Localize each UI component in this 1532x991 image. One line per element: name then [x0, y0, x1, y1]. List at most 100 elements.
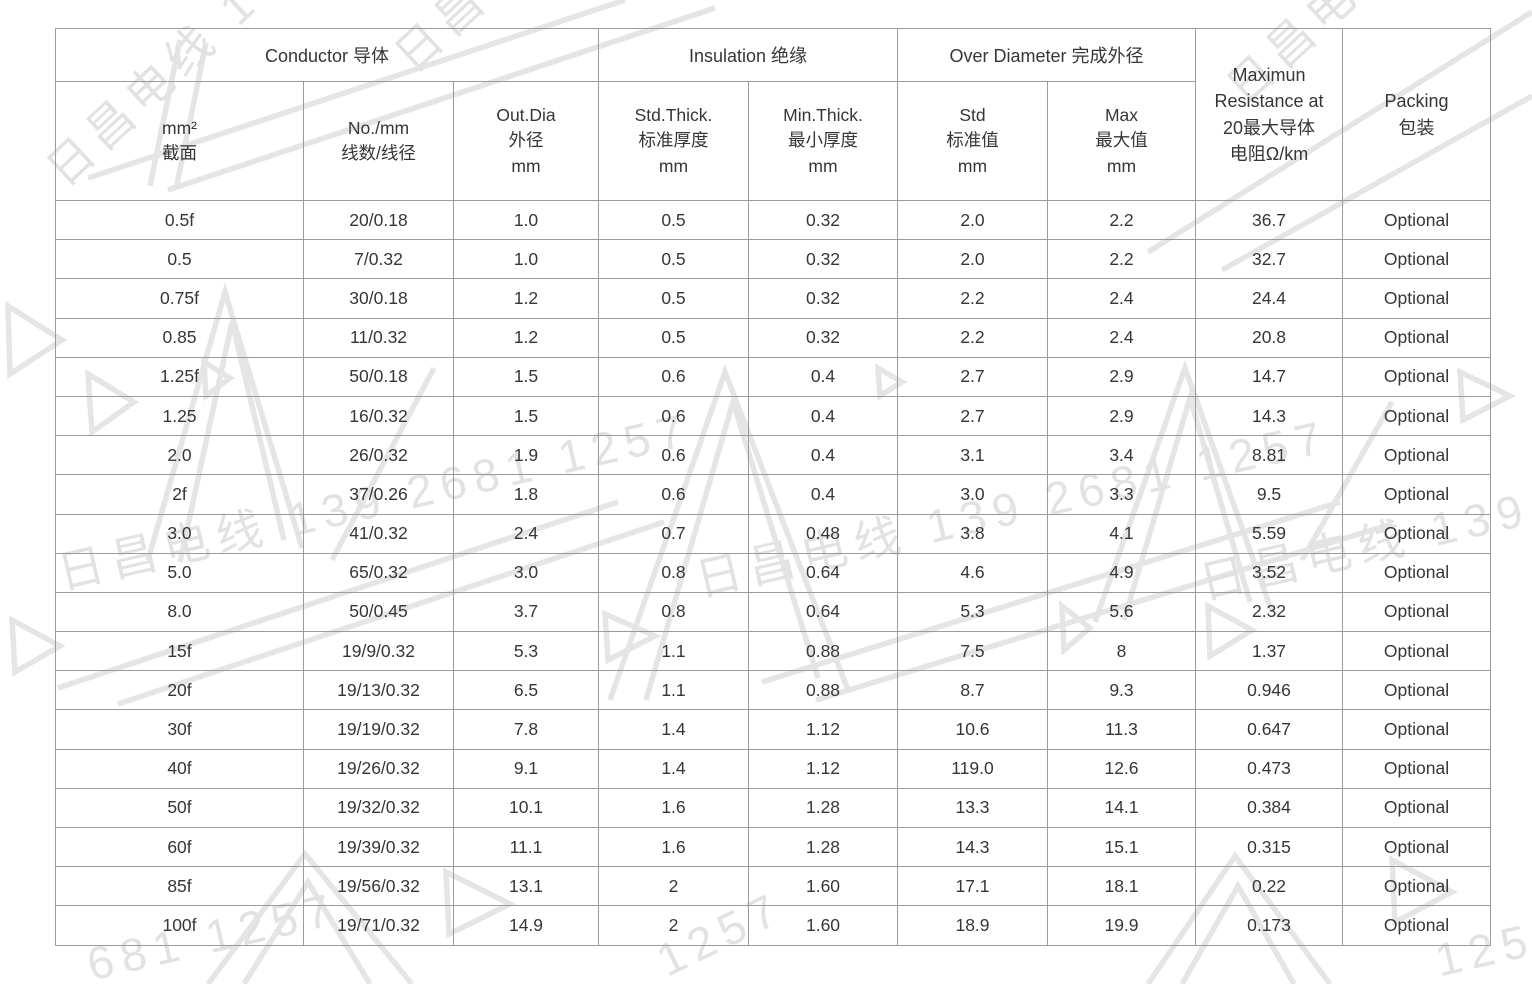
cell-packing: Optional — [1342, 826, 1491, 868]
cell-od_max_mm: 3.3 — [1047, 474, 1196, 515]
cell-od_max_mm: 8 — [1047, 631, 1196, 672]
cell-min_thick_mm: 1.60 — [748, 905, 898, 946]
cell-std_thick_mm: 0.6 — [598, 356, 749, 397]
cell-strands_per_dia: 19/32/0.32 — [303, 787, 454, 829]
cell-packing: Optional — [1342, 631, 1491, 672]
cell-mm2_section: 1.25 — [55, 395, 304, 437]
cell-mm2_section: 20f — [55, 670, 304, 711]
cell-packing: Optional — [1342, 709, 1491, 750]
cell-packing: Optional — [1342, 435, 1491, 476]
cell-mm2_section: 60f — [55, 826, 304, 868]
cell-min_thick_mm: 0.32 — [748, 317, 898, 358]
cell-std_thick_mm: 0.5 — [598, 199, 749, 241]
cell-strands_per_dia: 26/0.32 — [303, 435, 454, 476]
cell-od_std_mm: 4.6 — [897, 552, 1048, 593]
cell-out_dia_mm: 2.4 — [453, 513, 599, 554]
cell-min_thick_mm: 0.32 — [748, 278, 898, 319]
cell-max_resistance_ohm_km: 32.7 — [1195, 239, 1343, 280]
cell-od_max_mm: 2.2 — [1047, 239, 1196, 280]
cell-min_thick_mm: 0.4 — [748, 356, 898, 397]
cell-out_dia_mm: 1.2 — [453, 317, 599, 358]
header-packing: Packing 包装 — [1342, 28, 1491, 201]
cell-mm2_section: 2.0 — [55, 435, 304, 476]
header-group-row: Conductor 导体 Insulation 绝缘 Over Diameter… — [55, 28, 1491, 201]
cell-strands_per_dia: 37/0.26 — [303, 474, 454, 515]
cell-od_max_mm: 5.6 — [1047, 591, 1196, 633]
cell-std_thick_mm: 1.4 — [598, 709, 749, 750]
header-over-diameter: Over Diameter 完成外径 — [897, 28, 1196, 82]
table-row: 0.5f 20/0.18 1.0 0.5 0.32 2.0 2.2 36.7 Optional — [55, 199, 1491, 241]
cell-std_thick_mm: 1.4 — [598, 748, 749, 789]
cell-od_std_mm: 17.1 — [897, 866, 1048, 907]
header-no-per-mm: No./mm 线数/线径 — [303, 81, 454, 201]
cell-od_std_mm: 2.2 — [897, 317, 1048, 358]
cell-mm2_section: 3.0 — [55, 513, 304, 554]
table-row: 30f 19/19/0.32 7.8 1.4 1.12 10.6 11.3 0.647 Opti… — [55, 709, 1491, 750]
cell-packing: Optional — [1342, 395, 1491, 437]
cell-std_thick_mm: 1.6 — [598, 787, 749, 829]
cell-strands_per_dia: 65/0.32 — [303, 552, 454, 593]
cell-od_max_mm: 15.1 — [1047, 826, 1196, 868]
cell-min_thick_mm: 0.64 — [748, 552, 898, 593]
cell-min_thick_mm: 0.88 — [748, 631, 898, 672]
cell-max_resistance_ohm_km: 9.5 — [1195, 474, 1343, 515]
cell-mm2_section: 40f — [55, 748, 304, 789]
cell-std_thick_mm: 1.6 — [598, 826, 749, 868]
cell-out_dia_mm: 1.9 — [453, 435, 599, 476]
table-row: 50f 19/32/0.32 10.1 1.6 1.28 13.3 14.1 0.384 Opt… — [55, 787, 1491, 829]
cell-std_thick_mm: 0.6 — [598, 435, 749, 476]
cell-od_max_mm: 2.2 — [1047, 199, 1196, 241]
cell-od_std_mm: 8.7 — [897, 670, 1048, 711]
cell-packing: Optional — [1342, 866, 1491, 907]
header-std-thick: Std.Thick. 标准厚度 mm — [598, 81, 749, 201]
cell-od_max_mm: 2.9 — [1047, 356, 1196, 397]
cell-std_thick_mm: 1.1 — [598, 670, 749, 711]
header-conductor: Conductor 导体 — [55, 28, 599, 82]
cell-strands_per_dia: 50/0.18 — [303, 356, 454, 397]
cell-min_thick_mm: 0.32 — [748, 239, 898, 280]
wire-spec-table: Conductor 导体 Insulation 绝缘 Over Diameter… — [55, 28, 1491, 946]
cell-std_thick_mm: 0.5 — [598, 317, 749, 358]
cell-strands_per_dia: 16/0.32 — [303, 395, 454, 437]
cell-od_max_mm: 9.3 — [1047, 670, 1196, 711]
cell-packing: Optional — [1342, 591, 1491, 633]
cell-od_max_mm: 2.4 — [1047, 278, 1196, 319]
cell-mm2_section: 0.5f — [55, 199, 304, 241]
cell-std_thick_mm: 0.8 — [598, 552, 749, 593]
header-mm2-section: mm² 截面 — [55, 81, 304, 201]
table-header: Conductor 导体 Insulation 绝缘 Over Diameter… — [55, 28, 1491, 201]
cell-out_dia_mm: 9.1 — [453, 748, 599, 789]
cell-od_std_mm: 7.5 — [897, 631, 1048, 672]
cell-min_thick_mm: 1.28 — [748, 826, 898, 868]
table-row: 15f 19/9/0.32 5.3 1.1 0.88 7.5 8 1.37 Optional — [55, 631, 1491, 672]
cell-packing: Optional — [1342, 239, 1491, 280]
cell-out_dia_mm: 3.0 — [453, 552, 599, 593]
cell-min_thick_mm: 0.4 — [748, 474, 898, 515]
cell-mm2_section: 85f — [55, 866, 304, 907]
table-row: 40f 19/26/0.32 9.1 1.4 1.12 119.0 12.6 0.473 Opt… — [55, 748, 1491, 789]
table-row: 3.0 41/0.32 2.4 0.7 0.48 3.8 4.1 5.59 Optional — [55, 513, 1491, 554]
cell-strands_per_dia: 20/0.18 — [303, 199, 454, 241]
cell-min_thick_mm: 1.60 — [748, 866, 898, 907]
cell-packing: Optional — [1342, 748, 1491, 789]
cell-max_resistance_ohm_km: 0.946 — [1195, 670, 1343, 711]
cell-od_max_mm: 4.9 — [1047, 552, 1196, 593]
cell-mm2_section: 15f — [55, 631, 304, 672]
cell-out_dia_mm: 6.5 — [453, 670, 599, 711]
cell-od_std_mm: 18.9 — [897, 905, 1048, 946]
cell-packing: Optional — [1342, 474, 1491, 515]
cell-strands_per_dia: 30/0.18 — [303, 278, 454, 319]
cell-od_std_mm: 119.0 — [897, 748, 1048, 789]
cell-od_std_mm: 14.3 — [897, 826, 1048, 868]
cell-max_resistance_ohm_km: 36.7 — [1195, 199, 1343, 241]
cell-min_thick_mm: 1.12 — [748, 709, 898, 750]
cell-std_thick_mm: 0.5 — [598, 278, 749, 319]
header-insulation: Insulation 绝缘 — [598, 28, 898, 82]
table-row: 20f 19/13/0.32 6.5 1.1 0.88 8.7 9.3 0.946 Option… — [55, 670, 1491, 711]
header-od-max: Max 最大值 mm — [1047, 81, 1196, 201]
cell-strands_per_dia: 19/71/0.32 — [303, 905, 454, 946]
cell-strands_per_dia: 19/13/0.32 — [303, 670, 454, 711]
header-out-dia: Out.Dia 外径 mm — [453, 81, 599, 201]
table-row: 60f 19/39/0.32 11.1 1.6 1.28 14.3 15.1 0.315 Opt… — [55, 826, 1491, 868]
cell-std_thick_mm: 1.1 — [598, 631, 749, 672]
